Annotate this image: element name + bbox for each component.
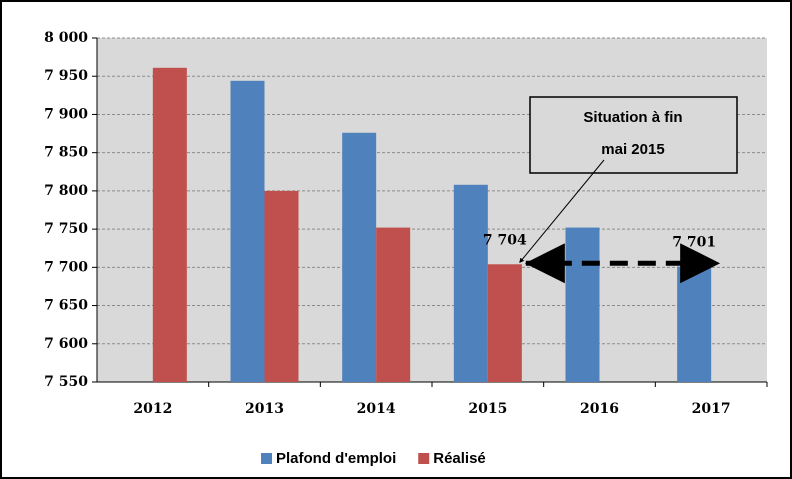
y-tick-label: 8 000 xyxy=(44,30,88,46)
bar xyxy=(342,132,377,382)
plot-area xyxy=(97,38,767,382)
y-tick-label: 7 750 xyxy=(44,221,88,237)
annotation-box xyxy=(529,96,738,174)
y-tick-label: 7 700 xyxy=(44,259,88,275)
y-tick-label: 7 650 xyxy=(44,298,88,314)
y-tick-label: 7 950 xyxy=(44,68,88,84)
annotation-arrow xyxy=(519,159,605,264)
bar xyxy=(264,190,299,382)
y-tick-label: 7 600 xyxy=(44,336,88,352)
bar xyxy=(152,67,187,383)
legend-swatch xyxy=(261,453,272,464)
legend-label: Réalisé xyxy=(433,450,486,467)
annotation: Situation à fin xyxy=(583,109,682,126)
bar xyxy=(453,184,488,382)
bar xyxy=(230,80,265,382)
y-tick-label: 7 850 xyxy=(44,145,88,161)
x-tick-label: 2014 xyxy=(357,401,396,417)
y-tick-label: 7 800 xyxy=(44,183,88,199)
x-tick-label: 2012 xyxy=(133,401,172,417)
x-tick-label: 2013 xyxy=(245,401,284,417)
x-tick-label: 2017 xyxy=(692,401,731,417)
bar xyxy=(376,227,411,382)
x-tick-label: 2016 xyxy=(580,401,619,417)
legend-label: Plafond d'emploi xyxy=(276,450,396,467)
bar xyxy=(565,227,600,382)
annotation: mai 2015 xyxy=(601,141,664,158)
data-label: 7 704 xyxy=(483,232,527,248)
data-label: 7 701 xyxy=(672,235,716,251)
bar xyxy=(677,266,712,382)
y-tick-label: 7 550 xyxy=(44,374,88,390)
y-tick-label: 7 900 xyxy=(44,106,88,122)
bar xyxy=(487,264,522,382)
x-tick-label: 2015 xyxy=(468,401,507,417)
legend-swatch xyxy=(418,453,430,464)
